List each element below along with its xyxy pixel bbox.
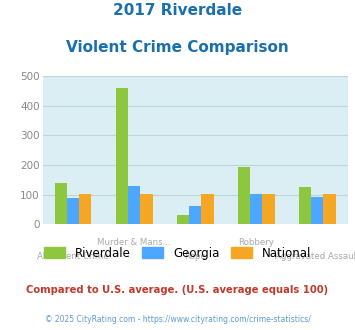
Bar	[140, 194, 153, 224]
Text: © 2025 CityRating.com - https://www.cityrating.com/crime-statistics/: © 2025 CityRating.com - https://www.city…	[45, 315, 310, 324]
Text: Rape: Rape	[184, 252, 206, 261]
Bar	[128, 186, 140, 224]
Text: Violent Crime Comparison: Violent Crime Comparison	[66, 40, 289, 54]
Bar	[67, 198, 79, 224]
Text: Aggravated Assault: Aggravated Assault	[275, 252, 355, 261]
Bar	[250, 194, 262, 224]
Bar	[323, 194, 336, 224]
Bar	[262, 194, 275, 224]
Text: 2017 Riverdale: 2017 Riverdale	[113, 3, 242, 18]
Bar	[311, 197, 323, 224]
Text: Robbery: Robbery	[238, 238, 274, 247]
Bar	[238, 167, 250, 224]
Text: All Violent Crime: All Violent Crime	[37, 252, 109, 261]
Bar	[79, 194, 92, 224]
Text: Compared to U.S. average. (U.S. average equals 100): Compared to U.S. average. (U.S. average …	[26, 285, 329, 295]
Bar	[189, 206, 201, 224]
Bar	[299, 187, 311, 224]
Bar	[55, 183, 67, 224]
Legend: Riverdale, Georgia, National: Riverdale, Georgia, National	[39, 242, 316, 264]
Bar	[177, 215, 189, 224]
Bar	[201, 194, 214, 224]
Text: Murder & Mans...: Murder & Mans...	[97, 238, 171, 247]
Bar	[116, 88, 128, 224]
